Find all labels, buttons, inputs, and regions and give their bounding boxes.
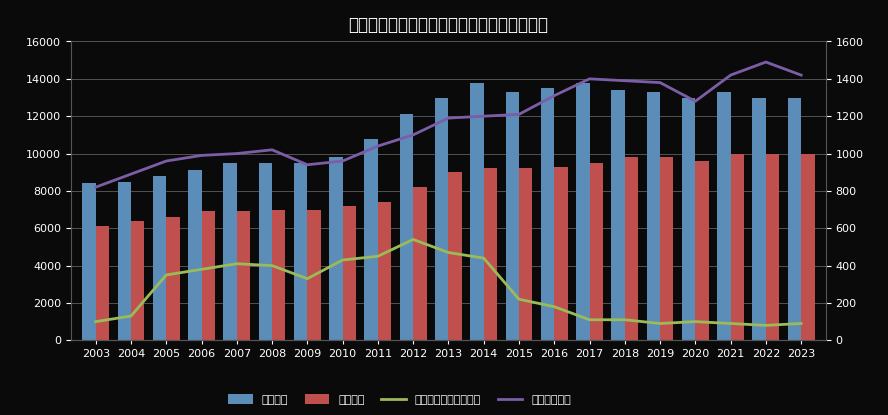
Bar	[202, 211, 215, 340]
新增种植面积（右轴）	[479, 256, 489, 261]
Bar	[131, 221, 145, 340]
Line: 产量（右轴）: 产量（右轴）	[96, 62, 801, 187]
产量（右轴）	[161, 159, 171, 164]
产量（右轴）	[337, 159, 348, 164]
Bar	[484, 168, 497, 340]
产量（右轴）	[408, 132, 418, 137]
Line: 新增种植面积（右轴）: 新增种植面积（右轴）	[96, 239, 801, 325]
Bar	[413, 187, 426, 340]
产量（右轴）	[654, 80, 665, 85]
Title: 天然橡胶种植面积（千公顷）与产量（万吨）: 天然橡胶种植面积（千公顷）与产量（万吨）	[348, 16, 549, 34]
产量（右轴）	[479, 114, 489, 119]
产量（右轴）	[266, 147, 277, 152]
产量（右轴）	[232, 151, 242, 156]
Legend: 种植面积, 开割面积, 新增种植面积（右轴）, 产量（右轴）: 种植面积, 开割面积, 新增种植面积（右轴）, 产量（右轴）	[224, 390, 575, 410]
Bar	[224, 163, 237, 340]
新增种植面积（右轴）	[654, 321, 665, 326]
新增种植面积（右轴）	[232, 261, 242, 266]
产量（右轴）	[196, 153, 207, 158]
Bar	[378, 202, 392, 340]
Bar	[718, 92, 731, 340]
新增种植面积（右轴）	[373, 254, 384, 259]
产量（右轴）	[443, 116, 454, 121]
Bar	[83, 183, 96, 340]
新增种植面积（右轴）	[690, 319, 701, 324]
产量（右轴）	[373, 144, 384, 149]
Bar	[731, 154, 744, 340]
产量（右轴）	[584, 76, 595, 81]
Bar	[258, 163, 272, 340]
新增种植面积（右轴）	[126, 314, 137, 319]
新增种植面积（右轴）	[513, 297, 524, 302]
Bar	[153, 176, 166, 340]
新增种植面积（右轴）	[760, 323, 771, 328]
新增种植面积（右轴）	[196, 267, 207, 272]
新增种植面积（右轴）	[549, 304, 559, 309]
Bar	[471, 83, 484, 340]
Bar	[646, 92, 660, 340]
产量（右轴）	[620, 78, 630, 83]
Bar	[400, 115, 413, 340]
新增种植面积（右轴）	[796, 321, 806, 326]
新增种植面积（右轴）	[161, 272, 171, 277]
Bar	[364, 139, 378, 340]
Bar	[765, 154, 780, 340]
Bar	[801, 154, 814, 340]
新增种植面积（右轴）	[337, 257, 348, 262]
新增种植面积（右轴）	[443, 250, 454, 255]
Bar	[752, 98, 765, 340]
新增种植面积（右轴）	[584, 317, 595, 322]
新增种植面积（右轴）	[408, 237, 418, 242]
Bar	[519, 168, 533, 340]
Bar	[505, 92, 519, 340]
产量（右轴）	[796, 73, 806, 78]
Bar	[448, 172, 462, 340]
产量（右轴）	[91, 185, 101, 190]
产量（右轴）	[549, 93, 559, 98]
Bar	[307, 210, 321, 340]
Bar	[343, 206, 356, 340]
新增种植面积（右轴）	[620, 317, 630, 322]
产量（右轴）	[760, 59, 771, 64]
Bar	[237, 211, 250, 340]
Bar	[590, 163, 603, 340]
产量（右轴）	[690, 99, 701, 104]
Bar	[576, 83, 590, 340]
Bar	[435, 98, 448, 340]
产量（右轴）	[126, 172, 137, 177]
Bar	[554, 166, 567, 340]
Bar	[329, 157, 343, 340]
Bar	[272, 210, 285, 340]
Bar	[788, 98, 801, 340]
Bar	[682, 98, 695, 340]
Bar	[660, 157, 673, 340]
产量（右轴）	[302, 162, 313, 167]
Bar	[541, 88, 554, 340]
Bar	[612, 90, 625, 340]
Bar	[695, 161, 709, 340]
产量（右轴）	[725, 73, 736, 78]
产量（右轴）	[513, 112, 524, 117]
新增种植面积（右轴）	[725, 321, 736, 326]
新增种植面积（右轴）	[91, 319, 101, 324]
Bar	[625, 157, 638, 340]
新增种植面积（右轴）	[302, 276, 313, 281]
新增种植面积（右轴）	[266, 263, 277, 268]
Bar	[294, 163, 307, 340]
Bar	[188, 170, 202, 340]
Bar	[166, 217, 179, 340]
Bar	[117, 181, 131, 340]
Bar	[96, 226, 109, 340]
